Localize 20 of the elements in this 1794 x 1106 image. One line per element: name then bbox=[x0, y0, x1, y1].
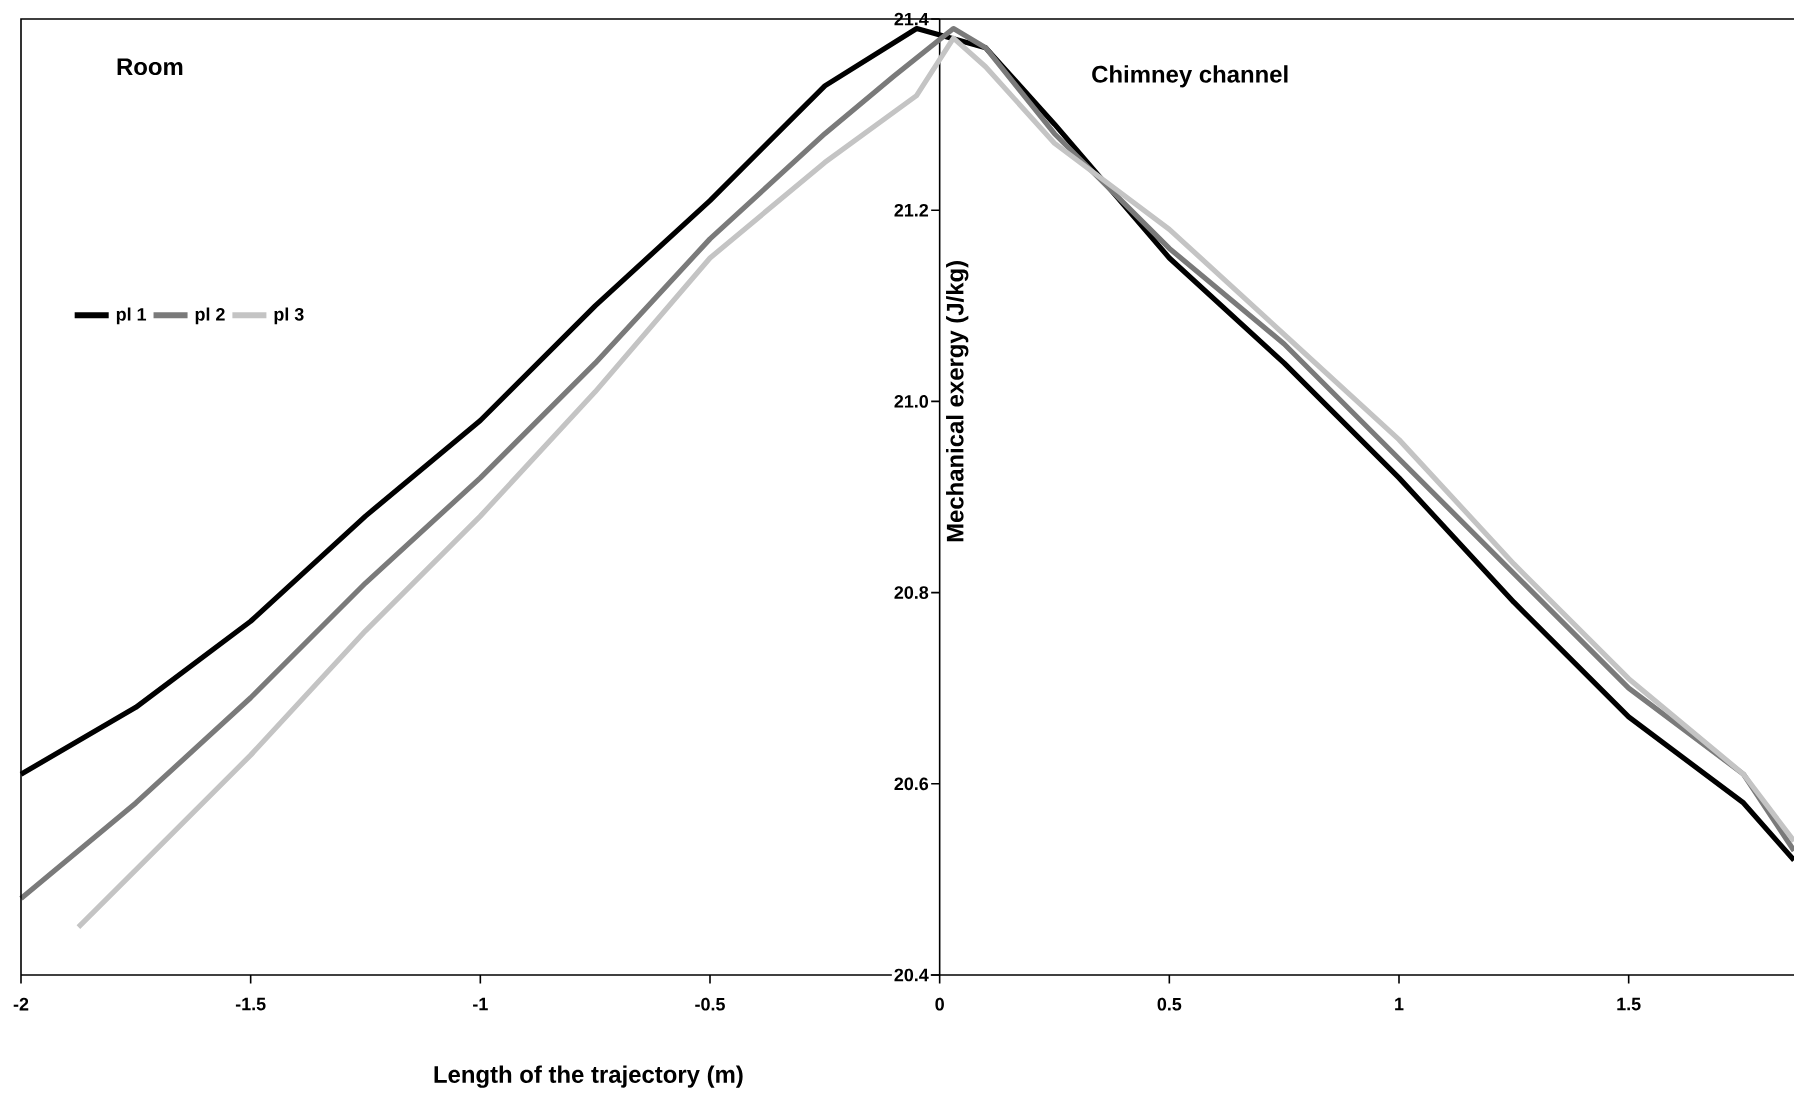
legend-label: pl 3 bbox=[274, 307, 304, 325]
x-tick-label: 1.5 bbox=[1617, 997, 1641, 1011]
x-tick-label: -2 bbox=[13, 997, 29, 1011]
annotation: Room bbox=[117, 58, 183, 76]
y-tick-label: 20.4 bbox=[894, 968, 929, 982]
x-tick-label: -1.5 bbox=[235, 997, 266, 1011]
legend-label: pl 2 bbox=[195, 307, 225, 325]
x-axis-title: Length of the trajectory (m) bbox=[434, 1065, 743, 1088]
y-tick-label: 21.0 bbox=[894, 395, 929, 408]
annotation: Chimney channel bbox=[1092, 65, 1288, 88]
x-tick-label: 0.5 bbox=[1157, 997, 1182, 1011]
y-tick-label: 20.8 bbox=[894, 586, 929, 599]
y-tick-label: 21.2 bbox=[894, 203, 929, 217]
y-axis-title: Mechanical exergy (J/kg) bbox=[946, 261, 969, 542]
x-tick-label: -1 bbox=[473, 997, 488, 1011]
legend-label: pl 1 bbox=[116, 307, 147, 325]
x-tick-label: 1 bbox=[1395, 997, 1404, 1011]
x-tick-label: -0.5 bbox=[695, 997, 725, 1011]
x-tick-label: 0 bbox=[935, 997, 944, 1011]
y-tick-label: 20.6 bbox=[894, 777, 929, 791]
